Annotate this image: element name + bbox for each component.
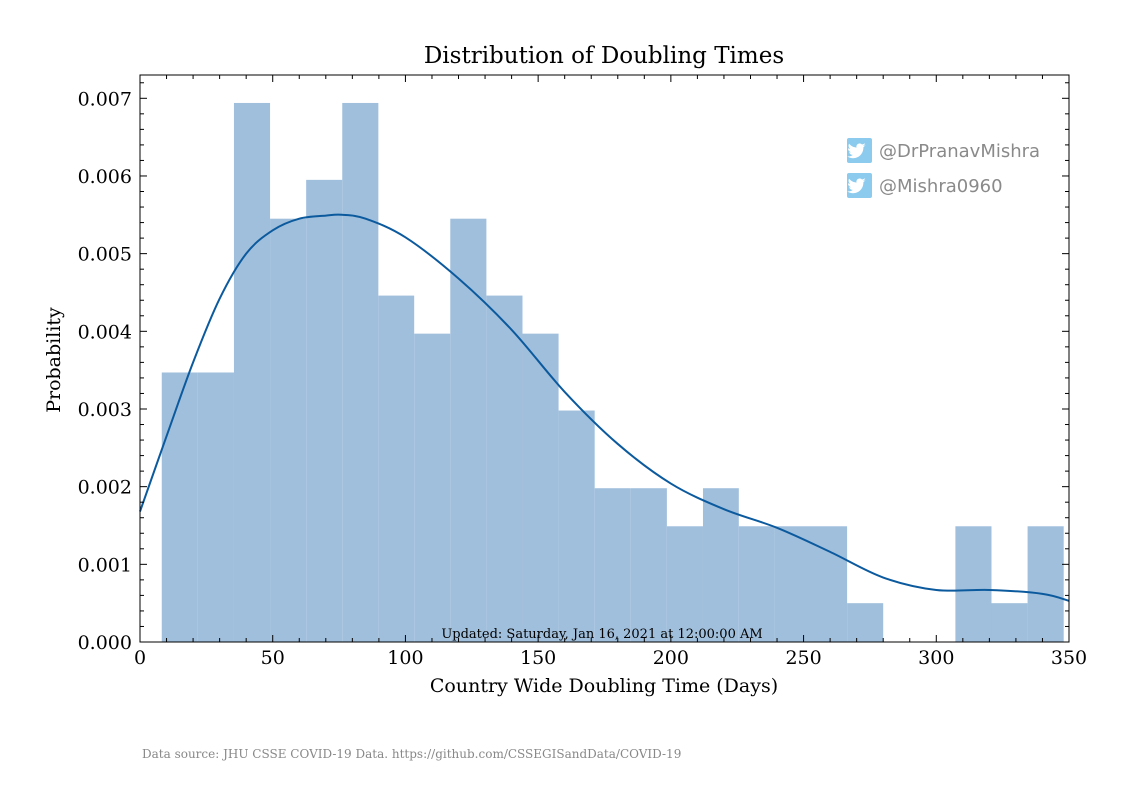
plot-frame xyxy=(139,74,1070,643)
histogram-bar xyxy=(378,295,415,642)
histogram-bar xyxy=(702,488,739,642)
x-tick-label: 200 xyxy=(653,647,689,669)
y-tick-label: 0.000 xyxy=(78,632,132,654)
x-axis-label: Country Wide Doubling Time (Days) xyxy=(430,675,778,697)
legend-item[interactable]: @DrPranavMishra xyxy=(847,138,1040,163)
histogram-bar xyxy=(486,295,523,642)
legend-item[interactable]: @Mishra0960 xyxy=(847,173,1003,198)
histogram-bar xyxy=(1027,526,1064,642)
histogram-bar xyxy=(161,372,198,642)
histogram-bar xyxy=(847,603,884,642)
legend: @DrPranavMishra @Mishra0960 xyxy=(847,138,1040,198)
y-axis: 0.000 0.001 0.002 0.003 0.004 0.005 0.006 0.007 xyxy=(78,82,1069,654)
histogram-bar xyxy=(306,179,343,642)
x-tick-label: 0 xyxy=(134,647,146,669)
y-tick-label: 0.004 xyxy=(78,321,132,343)
y-tick-label: 0.006 xyxy=(78,166,132,188)
twitter-bird-glyph xyxy=(847,143,866,159)
histogram-bar xyxy=(630,488,667,642)
x-tick-label: 150 xyxy=(520,647,556,669)
histogram-bar xyxy=(738,526,775,642)
histogram-bar xyxy=(270,218,307,643)
histogram-bar xyxy=(414,333,451,642)
kde-curve xyxy=(139,213,1070,602)
chart-title: Distribution of Doubling Times xyxy=(424,43,784,69)
histogram-bar xyxy=(666,526,703,642)
updated-annotation: Updated: Saturday, Jan 16, 2021 at 12:00… xyxy=(441,627,762,642)
legend-label: @Mishra0960 xyxy=(879,176,1003,197)
histogram-bar xyxy=(774,526,812,642)
histogram-bar xyxy=(955,526,992,642)
y-tick-label: 0.005 xyxy=(78,244,132,266)
x-tick-label: 300 xyxy=(918,647,954,669)
histogram-bar xyxy=(233,102,271,642)
x-tick-label: 100 xyxy=(387,647,423,669)
y-tick-label: 0.007 xyxy=(78,88,132,110)
y-tick-label: 0.003 xyxy=(78,399,132,421)
histogram-bar xyxy=(991,603,1028,642)
bars-group xyxy=(161,102,1064,643)
x-axis: 0 50 100 150 200 250 300 350 xyxy=(134,75,1087,669)
y-tick-label: 0.001 xyxy=(78,554,132,576)
legend-label: @DrPranavMishra xyxy=(879,141,1040,162)
histogram-bar xyxy=(558,410,595,642)
twitter-bird-glyph xyxy=(847,178,866,194)
x-tick-label: 350 xyxy=(1051,647,1087,669)
histogram-bar xyxy=(594,488,631,642)
histogram-bar xyxy=(342,102,379,642)
x-tick-label: 250 xyxy=(785,647,821,669)
histogram-bar xyxy=(197,372,234,642)
histogram-bar xyxy=(450,218,487,643)
histogram-bar xyxy=(522,333,559,642)
y-axis-label: Probability xyxy=(43,307,65,413)
data-source-footer: Data source: JHU CSSE COVID-19 Data. htt… xyxy=(142,747,681,761)
histogram-bar xyxy=(811,526,848,642)
y-tick-label: 0.002 xyxy=(78,477,132,499)
x-tick-label: 50 xyxy=(261,647,285,669)
